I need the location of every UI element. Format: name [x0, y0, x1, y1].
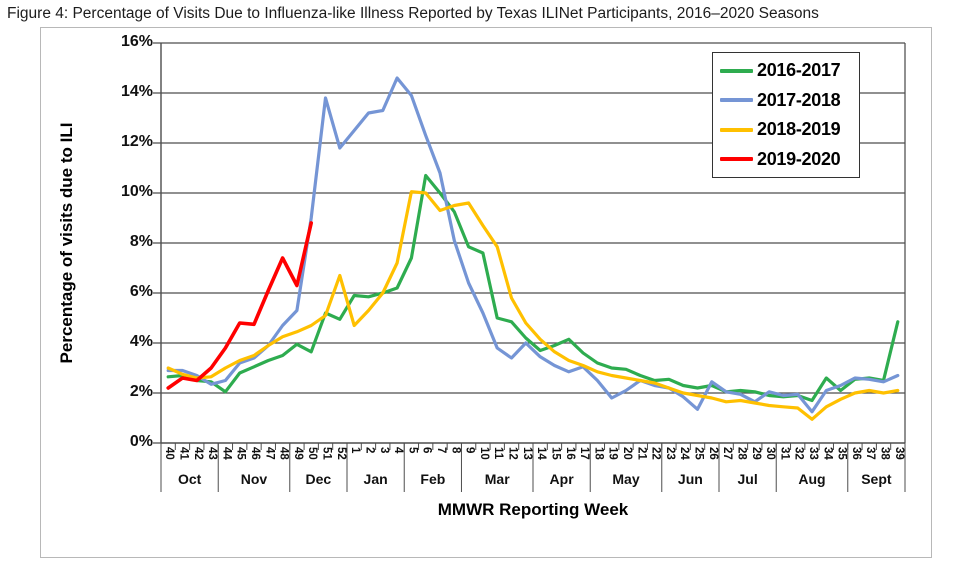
month-label: Jul	[737, 471, 758, 487]
week-tick-label: 24	[678, 447, 691, 460]
week-tick-label: 22	[649, 447, 662, 460]
week-tick-label: 31	[778, 447, 791, 460]
week-tick-label: 27	[721, 447, 734, 460]
week-tick-label: 34	[821, 447, 834, 460]
month-label: Oct	[177, 471, 202, 487]
week-tick-label: 23	[663, 447, 676, 460]
legend-item-2019-2020: 2019-2020	[720, 146, 859, 173]
week-tick-label: 51	[320, 447, 333, 460]
week-tick-label: 11	[492, 447, 505, 460]
week-tick-label: 28	[735, 447, 748, 460]
month-label: Nov	[240, 471, 268, 487]
week-tick-label: 20	[621, 447, 633, 460]
week-tick-label: 25	[692, 447, 705, 460]
figure-title: Figure 4: Percentage of Visits Due to In…	[7, 5, 819, 22]
y-tick-label: 16%	[120, 33, 153, 50]
x-axis-title: MMWR Reporting Week	[437, 500, 629, 519]
y-axis-title: Percentage of visits due to ILI	[57, 122, 76, 364]
y-tick-label: 6%	[129, 283, 153, 300]
month-label: Sept	[861, 471, 892, 487]
week-tick-label: 1	[349, 447, 362, 454]
month-label: Aug	[798, 471, 826, 487]
series-lines	[166, 76, 900, 421]
week-tick-label: 16	[563, 447, 576, 460]
week-tick-label: 6	[420, 447, 433, 454]
y-tick-label: 0%	[129, 433, 153, 450]
week-tick-label: 44	[220, 447, 233, 460]
week-tick-label: 39	[892, 447, 905, 460]
week-tick-label: 33	[807, 447, 819, 460]
week-tick-label: 45	[234, 447, 247, 460]
week-tick-label: 26	[706, 447, 719, 460]
month-label: Feb	[420, 471, 446, 487]
week-tick-label: 40	[163, 447, 176, 460]
week-tick-label: 2	[363, 447, 376, 454]
legend-line-swatch-green	[720, 68, 753, 73]
week-tick-label: 8	[449, 447, 462, 454]
month-label: Mar	[484, 471, 510, 487]
week-tick-label: 29	[749, 447, 762, 460]
month-label: Apr	[549, 471, 574, 487]
y-tick-label: 14%	[120, 83, 153, 100]
month-label: Jun	[677, 471, 703, 487]
y-tick-label: 12%	[120, 133, 153, 150]
legend-line-swatch-yellow	[720, 127, 753, 132]
week-tick-label: 7	[435, 447, 447, 454]
legend-line-swatch-red	[720, 157, 753, 162]
week-tick-label: 43	[206, 447, 219, 460]
week-tick-label: 41	[177, 447, 190, 460]
week-tick-label: 35	[835, 447, 848, 460]
legend-item-2016-2017: 2016-2017	[720, 57, 859, 84]
week-tick-label: 30	[764, 447, 777, 460]
week-tick-label: 50	[306, 447, 319, 460]
y-tick-label: 2%	[129, 383, 153, 400]
series-line-2017-2018	[166, 76, 900, 414]
legend-label: 2016-2017	[757, 60, 841, 81]
legend-line-swatch-blue	[720, 98, 753, 103]
legend-item-2018-2019: 2018-2019	[720, 116, 859, 143]
week-tick-label: 42	[191, 447, 204, 460]
week-tick-label: 18	[592, 447, 605, 460]
week-tick-label: 10	[477, 447, 490, 460]
week-tick-label: 19	[606, 447, 619, 460]
week-tick-label: 37	[864, 447, 877, 460]
month-label: Jan	[363, 471, 388, 487]
y-tick-label: 8%	[129, 233, 153, 250]
week-tick-label: 48	[277, 447, 290, 460]
legend-label: 2018-2019	[757, 119, 841, 140]
month-label: May	[612, 471, 640, 487]
week-tick-label: 15	[549, 447, 562, 460]
week-tick-label: 5	[406, 447, 419, 454]
week-tick-label: 3	[377, 447, 390, 454]
week-tick-label: 52	[334, 447, 347, 460]
y-tick-label: 4%	[129, 333, 153, 350]
week-tick-label: 49	[291, 447, 304, 460]
week-tick-label: 17	[578, 447, 591, 460]
series-line-2019-2020	[166, 221, 314, 390]
week-tick-label: 12	[506, 447, 519, 460]
axis-ticks	[153, 42, 906, 492]
series-line-2016-2017	[166, 173, 900, 403]
week-tick-label: 47	[263, 447, 276, 460]
month-label: Dec	[305, 471, 332, 487]
week-tick-label: 36	[849, 447, 862, 460]
series-line-2018-2019	[166, 190, 900, 421]
week-tick-label: 38	[878, 447, 891, 460]
legend-label: 2017-2018	[757, 89, 841, 110]
legend-item-2017-2018: 2017-2018	[720, 87, 859, 114]
legend-box: 2016-2017 2017-2018 2018-2019 2019-2020	[712, 52, 860, 178]
week-tick-label: 21	[635, 447, 648, 460]
legend-label: 2019-2020	[757, 148, 841, 169]
y-tick-label: 10%	[120, 183, 153, 200]
week-tick-label: 32	[792, 447, 805, 460]
week-tick-label: 9	[463, 447, 476, 454]
week-tick-label: 46	[249, 447, 261, 460]
week-tick-label: 14	[535, 447, 548, 460]
week-tick-label: 13	[520, 447, 533, 460]
week-tick-label: 4	[392, 447, 405, 454]
